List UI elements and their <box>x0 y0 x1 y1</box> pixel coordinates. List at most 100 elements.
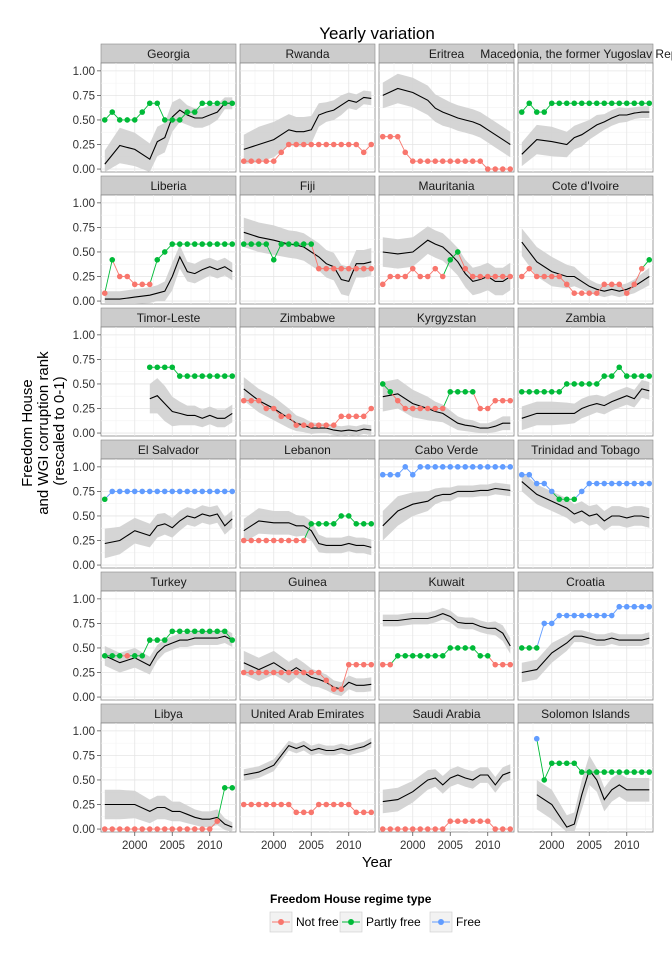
y-tick-label: 0.50 <box>73 643 95 655</box>
fh-point <box>323 141 330 148</box>
facet-strip-label: Solomon Islands <box>541 707 630 721</box>
facet-strip-label: Eritrea <box>429 47 465 61</box>
x-tick-label: 2010 <box>614 840 640 852</box>
wgi-confidence-band <box>382 379 511 434</box>
fh-point <box>169 241 176 247</box>
y-axis-label-line-3: (rescaled to 0-1) <box>51 376 68 485</box>
fh-point <box>270 801 277 808</box>
fh-point <box>548 488 555 495</box>
freedom-house-series <box>146 364 236 379</box>
fh-point <box>255 801 262 808</box>
wgi-confidence-band <box>104 505 233 559</box>
fh-point <box>409 471 416 478</box>
fh-point <box>417 273 424 280</box>
fh-point <box>556 760 563 767</box>
fh-point <box>248 241 255 247</box>
fh-point <box>368 265 375 272</box>
freedom-house-series <box>101 100 236 123</box>
fh-point <box>548 273 555 280</box>
facet-panel-zambia: Zambia <box>517 307 654 437</box>
fh-segment <box>397 136 406 153</box>
fh-point <box>556 100 563 107</box>
fh-point <box>248 537 255 544</box>
fh-point <box>638 373 645 379</box>
fh-point <box>214 628 221 635</box>
y-tick-label: 0.25 <box>73 404 95 416</box>
fh-segment <box>633 268 643 285</box>
facet-panel-el-salvador: El Salvador <box>100 439 237 569</box>
wgi-corruption-line <box>104 255 233 300</box>
fh-point <box>638 769 645 775</box>
facet-strip-label: Kyrgyzstan <box>417 311 476 325</box>
fh-point <box>563 100 570 107</box>
fh-point <box>402 653 409 659</box>
fh-point <box>616 603 623 610</box>
fh-point <box>631 769 638 775</box>
fh-point <box>184 109 191 115</box>
fh-point <box>229 100 236 107</box>
fh-point <box>623 769 630 775</box>
fh-segment <box>457 251 466 269</box>
y-tick-label: 0.50 <box>73 247 95 259</box>
fh-point <box>240 669 247 676</box>
fh-point <box>199 628 206 635</box>
fh-point <box>323 265 330 272</box>
fh-point <box>206 488 213 495</box>
fh-point <box>169 488 176 495</box>
fh-point <box>169 117 176 123</box>
fh-point <box>563 612 570 619</box>
fh-point <box>492 464 499 470</box>
fh-point <box>477 653 484 659</box>
y-tick-label: 1.00 <box>73 594 95 606</box>
fh-point <box>161 117 168 123</box>
fh-point <box>338 413 345 420</box>
fh-point <box>387 471 394 478</box>
fh-point <box>447 645 454 651</box>
freedom-house-series <box>379 645 514 668</box>
fh-point <box>176 241 183 247</box>
fh-point <box>616 100 623 107</box>
panel-grid <box>518 591 653 700</box>
fh-point <box>229 488 236 495</box>
fh-point <box>278 537 285 544</box>
fh-point <box>248 669 255 676</box>
freedom-house-series <box>101 628 236 659</box>
legend-item-free: Free <box>429 911 481 933</box>
fh-point <box>556 612 563 619</box>
fh-point <box>109 488 116 495</box>
freedom-house-series <box>240 397 375 428</box>
fh-point <box>447 257 454 263</box>
freedom-house-series <box>379 464 514 478</box>
fh-point <box>315 801 322 808</box>
facet-strip-label: Timor-Leste <box>137 311 201 325</box>
fh-point <box>379 826 386 832</box>
fh-segment <box>303 523 312 541</box>
fh-point <box>146 364 153 371</box>
facet-panel-cote-d-ivoire: Cote d'Ivoire <box>517 175 654 305</box>
fh-point <box>191 109 198 115</box>
fh-point <box>338 686 345 692</box>
fh-point <box>353 265 360 272</box>
fh-point <box>161 637 168 643</box>
fh-point <box>154 257 161 263</box>
fh-point <box>462 818 469 824</box>
y-tick-label: 0.75 <box>73 618 95 630</box>
fh-point <box>424 158 431 164</box>
fh-point <box>176 488 183 495</box>
facet-panel-kuwait: Kuwait <box>378 571 515 701</box>
fh-point <box>533 389 540 395</box>
x-tick-label: 2000 <box>261 840 287 852</box>
facet-panel-lebanon: Lebanon <box>239 439 376 569</box>
wgi-corruption-line <box>521 111 650 155</box>
fh-point <box>616 281 623 288</box>
fh-point <box>221 785 228 791</box>
fh-point <box>139 109 146 115</box>
wgi-corruption-line <box>521 481 650 522</box>
y-tick-label: 0.25 <box>73 668 95 680</box>
fh-point <box>387 273 394 280</box>
fh-point <box>124 488 131 495</box>
fh-point <box>330 801 337 808</box>
fh-point <box>601 373 608 379</box>
fh-point <box>109 826 116 832</box>
fh-point <box>631 373 638 379</box>
